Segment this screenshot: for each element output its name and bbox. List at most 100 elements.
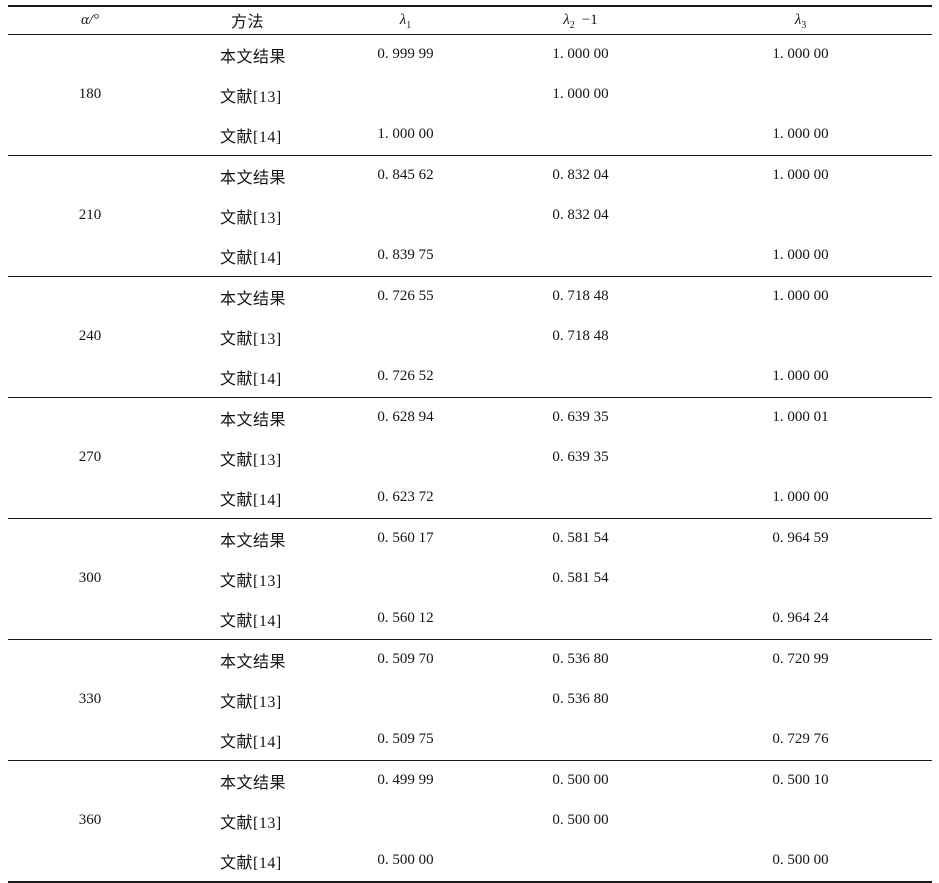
lambda1-value: 0. 560 17: [377, 530, 434, 546]
lambda1-value: 0. 499 99: [377, 772, 434, 788]
lambda3-value: 0. 500 00: [772, 852, 829, 868]
lambda2-value: 0. 581 54: [552, 530, 609, 546]
lambda2-value: [473, 115, 688, 156]
table-row: 180 本文结果 0. 999 99 1. 000 00 1. 000 00: [8, 34, 932, 102]
method-label: 文献[13]: [220, 572, 282, 590]
header-row: α/° 方法 λ1 λ2 −1 λ3: [8, 6, 932, 34]
lambda3-value: 0. 964 24: [772, 610, 829, 626]
table-row: 文献[13] 0. 500 00: [8, 801, 932, 841]
lambda2-value: [473, 357, 688, 398]
table-row: 360 本文结果 0. 499 99 0. 500 00 0. 500 10: [8, 760, 932, 828]
table-row: 210 本文结果 0. 845 62 0. 832 04 1. 000 00: [8, 155, 932, 223]
alpha-group-360: 360 本文结果 0. 499 99 0. 500 00 0. 500 10 文…: [8, 760, 932, 882]
alpha-group-300: 300 本文结果 0. 560 17 0. 581 54 0. 964 59 文…: [8, 518, 932, 639]
alpha-value: 240: [78, 328, 102, 344]
lambda3-value: 0. 500 10: [772, 772, 829, 788]
lambda3-value: 1. 000 00: [772, 167, 829, 183]
lambda1-value: 0. 509 70: [377, 651, 434, 667]
table-row: 文献[14] 0. 560 12 0. 964 24: [8, 599, 932, 640]
table-row: 文献[13] 1. 000 00: [8, 75, 932, 115]
lambda2-value: 1. 000 00: [552, 86, 609, 102]
table-row: 文献[13] 0. 718 48: [8, 317, 932, 357]
table-row: 文献[14] 1. 000 00 1. 000 00: [8, 115, 932, 156]
lambda2-value: 0. 500 00: [552, 812, 609, 828]
table-header: α/° 方法 λ1 λ2 −1 λ3: [8, 6, 932, 34]
method-label: 文献[14]: [220, 370, 282, 388]
lambda2-value: 0. 718 48: [552, 288, 609, 304]
method-label: 文献[13]: [220, 693, 282, 711]
lambda2-value: 0. 832 04: [552, 207, 609, 223]
lambda1-value: 0. 845 62: [377, 167, 434, 183]
lambda3-value: [688, 438, 932, 478]
minus-one-suffix: −1: [581, 11, 598, 28]
table-row: 270 本文结果 0. 628 94 0. 639 35 1. 000 01: [8, 397, 932, 465]
method-label: 文献[14]: [220, 128, 282, 146]
method-label: 本文结果: [220, 48, 287, 66]
lambda1-value: 0. 839 75: [377, 247, 434, 263]
lambda2-value: 1. 000 00: [552, 46, 609, 62]
lambda2-value: [473, 236, 688, 277]
column-header-lambda3: λ3: [688, 6, 932, 34]
table-row: 文献[13] 0. 536 80: [8, 680, 932, 720]
method-label: 本文结果: [220, 411, 287, 429]
table-row: 240 本文结果 0. 726 55 0. 718 48 1. 000 00: [8, 276, 932, 344]
table-row: 文献[13] 0. 639 35: [8, 438, 932, 478]
lambda2-value: 0. 536 80: [552, 651, 609, 667]
alpha-value: 210: [78, 207, 102, 223]
table-row: 330 本文结果 0. 509 70 0. 536 80 0. 720 99: [8, 639, 932, 707]
lambda3-value: 1. 000 00: [772, 288, 829, 304]
alpha-group-330: 330 本文结果 0. 509 70 0. 536 80 0. 720 99 文…: [8, 639, 932, 760]
lambda1-value: [338, 196, 473, 236]
lambda1-value: [338, 75, 473, 115]
lambda-symbol: λ: [794, 11, 802, 28]
lambda3-value: 1. 000 00: [772, 368, 829, 384]
alpha-group-180: 180 本文结果 0. 999 99 1. 000 00 1. 000 00 文…: [8, 34, 932, 155]
lambda3-value: 1. 000 01: [772, 409, 829, 425]
method-label: 文献[13]: [220, 88, 282, 106]
lambda2-value: 0. 718 48: [552, 328, 609, 344]
method-label: 本文结果: [220, 653, 287, 671]
lambda1-value: 0. 999 99: [377, 46, 434, 62]
alpha-value: 330: [78, 691, 102, 707]
lambda1-value: [338, 680, 473, 720]
lambda1-value: 0. 509 75: [377, 731, 434, 747]
lambda1-value: 0. 623 72: [377, 489, 434, 505]
table-row: 文献[14] 0. 726 52 1. 000 00: [8, 357, 932, 398]
lambda3-value: [688, 317, 932, 357]
method-label: 文献[13]: [220, 209, 282, 227]
lambda2-value: [473, 478, 688, 519]
lambda1-value: 0. 628 94: [377, 409, 434, 425]
table-row: 文献[14] 0. 509 75 0. 729 76: [8, 720, 932, 761]
alpha-value: 180: [78, 86, 102, 102]
method-label: 本文结果: [220, 290, 287, 308]
alpha-value: 270: [78, 449, 102, 465]
lambda3-value: [688, 680, 932, 720]
results-table: α/° 方法 λ1 λ2 −1 λ3 180 本文结果 0. 999 99 1. …: [8, 5, 932, 883]
lambda3-value: 1. 000 00: [772, 489, 829, 505]
lambda2-value: 0. 639 35: [552, 409, 609, 425]
lambda1-value: 1. 000 00: [377, 126, 434, 142]
method-label: 本文结果: [220, 169, 287, 187]
lambda3-value: 0. 964 59: [772, 530, 829, 546]
alpha-group-240: 240 本文结果 0. 726 55 0. 718 48 1. 000 00 文…: [8, 276, 932, 397]
paper-page: α/° 方法 λ1 λ2 −1 λ3 180 本文结果 0. 999 99 1. …: [8, 5, 932, 883]
method-label: 文献[14]: [220, 491, 282, 509]
method-label: 文献[13]: [220, 814, 282, 832]
column-header-lambda2: λ2 −1: [473, 6, 688, 34]
lambda-subscript: 3: [801, 19, 807, 31]
alpha-group-270: 270 本文结果 0. 628 94 0. 639 35 1. 000 01 文…: [8, 397, 932, 518]
lambda3-value: 0. 720 99: [772, 651, 829, 667]
lambda2-value: 0. 500 00: [552, 772, 609, 788]
alpha-value: 360: [78, 812, 102, 828]
lambda-symbol: λ: [399, 11, 407, 28]
method-label: 文献[14]: [220, 854, 282, 872]
method-label: 文献[13]: [220, 330, 282, 348]
alpha-header-label: α/°: [80, 11, 100, 28]
lambda3-value: 1. 000 00: [772, 126, 829, 142]
table-row: 300 本文结果 0. 560 17 0. 581 54 0. 964 59: [8, 518, 932, 586]
method-label: 文献[14]: [220, 249, 282, 267]
table-row: 文献[13] 0. 581 54: [8, 559, 932, 599]
column-header-alpha: α/°: [8, 6, 172, 34]
column-header-lambda1: λ1: [338, 6, 473, 34]
method-label: 本文结果: [220, 532, 287, 550]
